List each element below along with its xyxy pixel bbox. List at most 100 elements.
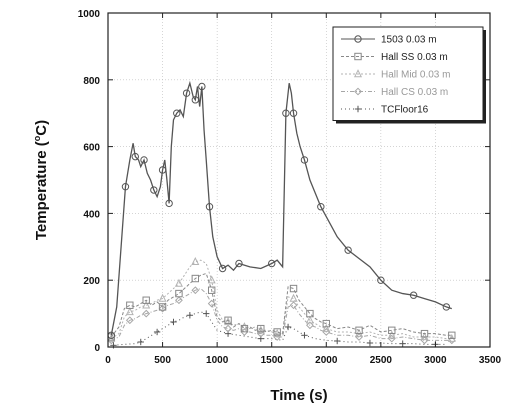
x-tick-label: 2500 bbox=[370, 355, 393, 366]
y-axis-title-unit: C) bbox=[33, 120, 50, 136]
data-point bbox=[240, 324, 249, 333]
y-tick-label: 0 bbox=[94, 343, 100, 354]
data-point bbox=[191, 286, 200, 295]
data-point bbox=[442, 303, 451, 311]
data-point bbox=[354, 35, 362, 43]
data-point bbox=[289, 109, 298, 117]
data-point bbox=[322, 319, 330, 328]
series-hall-mid-0-03-m bbox=[107, 257, 456, 342]
x-axis-title: Time (s) bbox=[270, 387, 327, 404]
data-point bbox=[150, 186, 158, 194]
legend-label: Hall SS 0.03 m bbox=[381, 52, 448, 63]
y-axis-title-main: Temperature ( bbox=[33, 141, 50, 240]
data-point bbox=[354, 105, 362, 113]
data-point bbox=[355, 326, 363, 335]
data-point bbox=[322, 323, 331, 332]
data-point bbox=[175, 289, 183, 298]
data-point bbox=[207, 286, 216, 294]
series-hall-ss-0-03-m bbox=[107, 272, 456, 341]
data-point bbox=[420, 329, 429, 338]
data-point bbox=[158, 303, 167, 311]
data-point bbox=[289, 301, 298, 310]
data-point bbox=[125, 316, 134, 325]
data-point bbox=[158, 304, 167, 313]
data-point bbox=[353, 69, 363, 78]
data-point bbox=[282, 109, 290, 117]
legend-label: Hall Mid 0.03 m bbox=[381, 70, 450, 81]
data-point bbox=[334, 337, 341, 345]
x-tick-label: 3000 bbox=[424, 355, 447, 366]
axis-ticks: 0 500 1000 1500 2000 2500 3000 3500 0 200 400 600 80… bbox=[78, 9, 502, 366]
data-point bbox=[165, 199, 173, 208]
data-point bbox=[448, 331, 456, 340]
data-point bbox=[256, 325, 265, 334]
series-1503-0-03-m bbox=[107, 80, 452, 340]
x-tick-label: 2000 bbox=[315, 355, 338, 366]
data-point bbox=[273, 328, 282, 337]
data-point bbox=[207, 299, 216, 308]
data-point bbox=[186, 312, 194, 319]
data-point bbox=[409, 291, 418, 299]
y-tick-label: 1000 bbox=[78, 9, 101, 20]
data-point bbox=[131, 152, 139, 161]
series-lines bbox=[107, 80, 456, 349]
data-point bbox=[301, 332, 308, 339]
y-tick-label: 800 bbox=[83, 76, 100, 87]
legend-label: Hall CS 0.03 m bbox=[381, 87, 448, 98]
y-tick-label: 200 bbox=[83, 276, 100, 287]
data-point bbox=[224, 317, 233, 326]
data-point bbox=[170, 318, 177, 326]
data-point bbox=[257, 324, 265, 333]
data-point bbox=[240, 322, 249, 331]
data-point bbox=[142, 309, 151, 318]
data-point bbox=[273, 328, 281, 336]
x-tick-label: 1000 bbox=[206, 355, 229, 366]
data-point bbox=[399, 340, 406, 347]
data-point bbox=[174, 278, 183, 287]
data-point bbox=[182, 89, 191, 97]
x-tick-label: 0 bbox=[105, 355, 111, 366]
data-point bbox=[224, 324, 232, 333]
data-point bbox=[306, 309, 314, 318]
data-point bbox=[191, 96, 200, 104]
y-axis-title: Temperature (oC) bbox=[32, 120, 50, 240]
legend-label: TCFloor16 bbox=[381, 105, 429, 116]
data-point bbox=[158, 293, 167, 302]
legend-label: 1503 0.03 m bbox=[381, 35, 437, 46]
data-point bbox=[306, 321, 314, 330]
series-line bbox=[110, 272, 452, 338]
data-point bbox=[153, 328, 161, 336]
series-tcfloor16 bbox=[110, 310, 447, 349]
data-point bbox=[354, 87, 362, 96]
data-point bbox=[387, 330, 396, 339]
data-point bbox=[377, 276, 385, 284]
data-point bbox=[203, 310, 210, 317]
data-point bbox=[191, 257, 200, 266]
data-point bbox=[354, 52, 362, 61]
data-point bbox=[175, 296, 183, 305]
series-line bbox=[110, 80, 452, 336]
legend: 1503 0.03 m Hall SS 0.03 m Hall Mid 0.03 m… bbox=[332, 26, 486, 124]
plot-frame bbox=[107, 12, 491, 348]
data-point bbox=[268, 259, 276, 268]
data-point bbox=[300, 156, 309, 164]
data-point bbox=[126, 301, 134, 309]
x-tick-label: 500 bbox=[154, 355, 171, 366]
data-point bbox=[191, 274, 200, 283]
y-tick-label: 400 bbox=[83, 209, 100, 220]
data-point bbox=[205, 203, 214, 211]
data-point bbox=[207, 275, 216, 284]
data-point bbox=[140, 156, 148, 164]
data-point bbox=[198, 82, 206, 91]
data-point bbox=[289, 284, 298, 293]
data-point bbox=[388, 326, 396, 335]
data-point bbox=[137, 338, 144, 346]
data-point bbox=[366, 339, 374, 347]
y-tick-label: 600 bbox=[83, 143, 100, 154]
data-point bbox=[284, 323, 292, 331]
series-hall-cs-0-03-m bbox=[107, 286, 456, 345]
data-point bbox=[235, 259, 243, 268]
data-point bbox=[125, 307, 134, 316]
data-point bbox=[240, 328, 249, 336]
